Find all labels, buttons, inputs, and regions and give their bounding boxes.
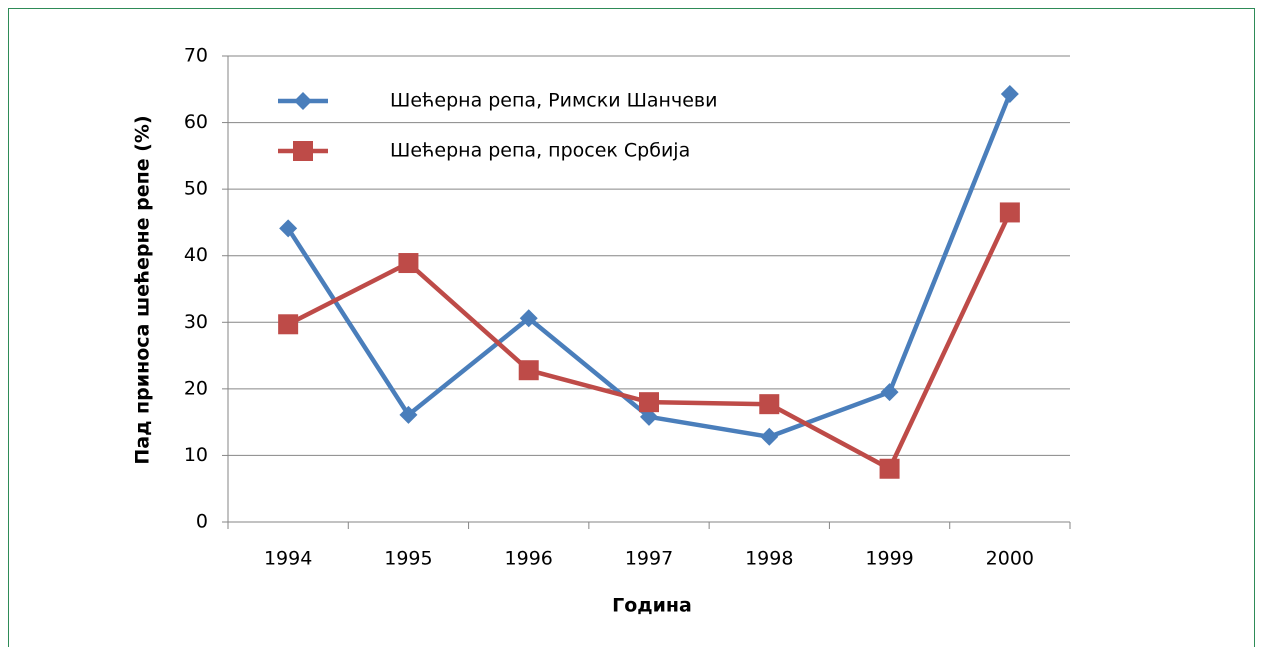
data-point [759, 394, 780, 415]
data-point [639, 392, 659, 413]
y-axis-label: Пад приноса шећерне репе (%) [132, 115, 154, 464]
y-tick-label: 50 [184, 178, 208, 200]
y-tick-label: 10 [184, 444, 208, 466]
y-tick-label: 70 [184, 45, 208, 67]
y-tick-label: 40 [184, 244, 208, 266]
legend-label: Шећерна репа, Римски Шанчеви [390, 90, 717, 112]
x-tick-label: 1994 [264, 548, 312, 570]
y-tick-label: 60 [184, 111, 208, 133]
data-point [999, 202, 1020, 223]
x-tick-label: 1998 [745, 548, 793, 570]
data-point [880, 383, 899, 402]
x-tick-label: 1997 [625, 548, 673, 570]
legend-label: Шећерна репа, просек Србија [390, 140, 690, 162]
frame [8, 8, 1255, 647]
data-point [519, 309, 538, 328]
data-point [399, 405, 418, 424]
data-point [279, 219, 298, 238]
data-point [760, 427, 779, 446]
y-tick-label: 30 [184, 311, 208, 333]
data-point [398, 253, 419, 274]
x-tick-label: 1995 [384, 548, 432, 570]
series-line [287, 211, 1012, 471]
legend-marker [293, 141, 313, 161]
data-point [278, 314, 299, 335]
y-tick-label: 20 [184, 377, 208, 399]
legend-marker [294, 92, 312, 110]
x-axis-label: Година [612, 595, 692, 617]
data-point [640, 407, 658, 426]
data-point [518, 360, 539, 381]
x-tick-label: 2000 [986, 548, 1034, 570]
x-tick-label: 1996 [505, 548, 553, 570]
data-point [879, 458, 900, 479]
y-tick-label: 0 [196, 511, 208, 533]
data-point [1000, 84, 1019, 103]
x-tick-label: 1999 [865, 548, 913, 570]
